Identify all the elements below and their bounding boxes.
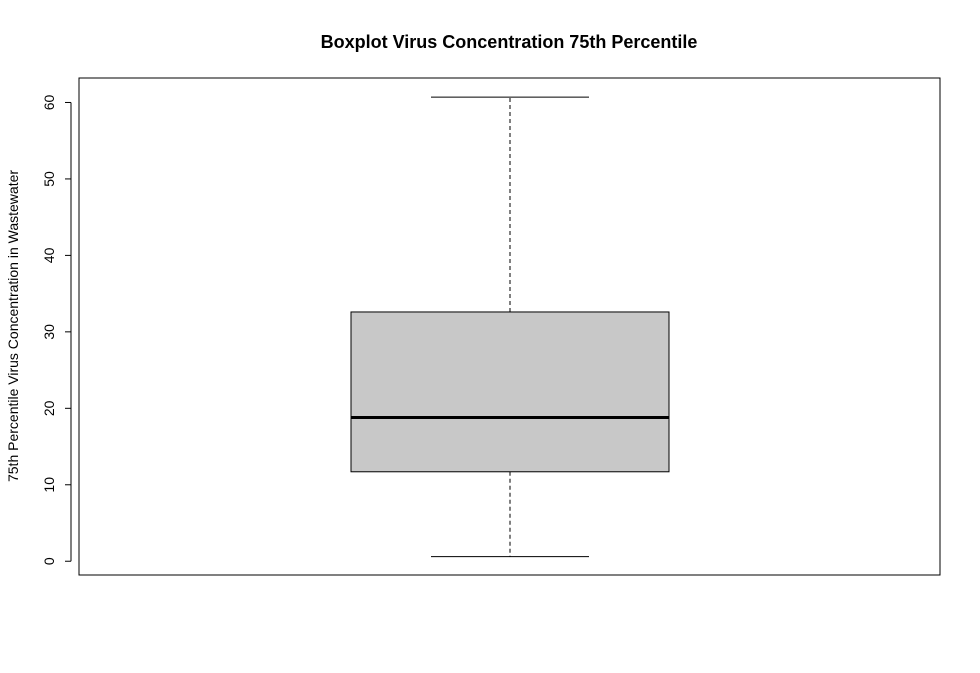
chart-title: Boxplot Virus Concentration 75th Percent…	[321, 32, 698, 52]
iqr-box	[350, 311, 670, 473]
y-tick-label: 30	[41, 324, 57, 340]
y-tick-label: 20	[41, 400, 57, 416]
y-tick-label: 0	[41, 557, 57, 565]
y-axis: 0 10 20 30 40 50 60	[41, 94, 72, 565]
y-tick-label: 40	[41, 247, 57, 263]
plot-frame	[78, 77, 941, 576]
y-axis-title: 75th Percentile Virus Concentration in W…	[5, 170, 21, 482]
y-tick-label: 60	[41, 94, 57, 110]
boxplot	[350, 96, 670, 558]
y-tick-label: 10	[41, 477, 57, 493]
y-tick-label: 50	[41, 171, 57, 187]
